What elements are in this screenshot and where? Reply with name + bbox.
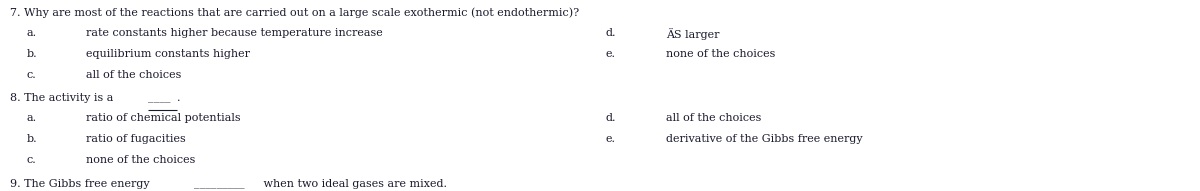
Text: 9. The Gibbs free energy: 9. The Gibbs free energy [10,179,152,189]
Text: 7. Why are most of the reactions that are carried out on a large scale exothermi: 7. Why are most of the reactions that ar… [10,8,578,18]
Text: all of the choices: all of the choices [666,113,761,123]
Text: all of the choices: all of the choices [86,70,181,80]
Text: ____: ____ [148,93,170,103]
Text: c.: c. [26,155,36,165]
Text: e.: e. [606,134,616,144]
Text: c.: c. [26,70,36,80]
Text: none of the choices: none of the choices [86,155,196,165]
Text: _________: _________ [194,179,245,189]
Text: ÄS larger: ÄS larger [666,28,720,40]
Text: .: . [176,93,180,103]
Text: none of the choices: none of the choices [666,49,775,59]
Text: ratio of fugacities: ratio of fugacities [86,134,186,144]
Text: derivative of the Gibbs free energy: derivative of the Gibbs free energy [666,134,863,144]
Text: e.: e. [606,49,616,59]
Text: rate constants higher because temperature increase: rate constants higher because temperatur… [86,28,383,38]
Text: b.: b. [26,134,37,144]
Text: equilibrium constants higher: equilibrium constants higher [86,49,251,59]
Text: d.: d. [606,113,617,123]
Text: ratio of chemical potentials: ratio of chemical potentials [86,113,241,123]
Text: when two ideal gases are mixed.: when two ideal gases are mixed. [259,179,446,189]
Text: a.: a. [26,113,36,123]
Text: d.: d. [606,28,617,38]
Text: a.: a. [26,28,36,38]
Text: 8. The activity is a: 8. The activity is a [10,93,116,103]
Text: b.: b. [26,49,37,59]
